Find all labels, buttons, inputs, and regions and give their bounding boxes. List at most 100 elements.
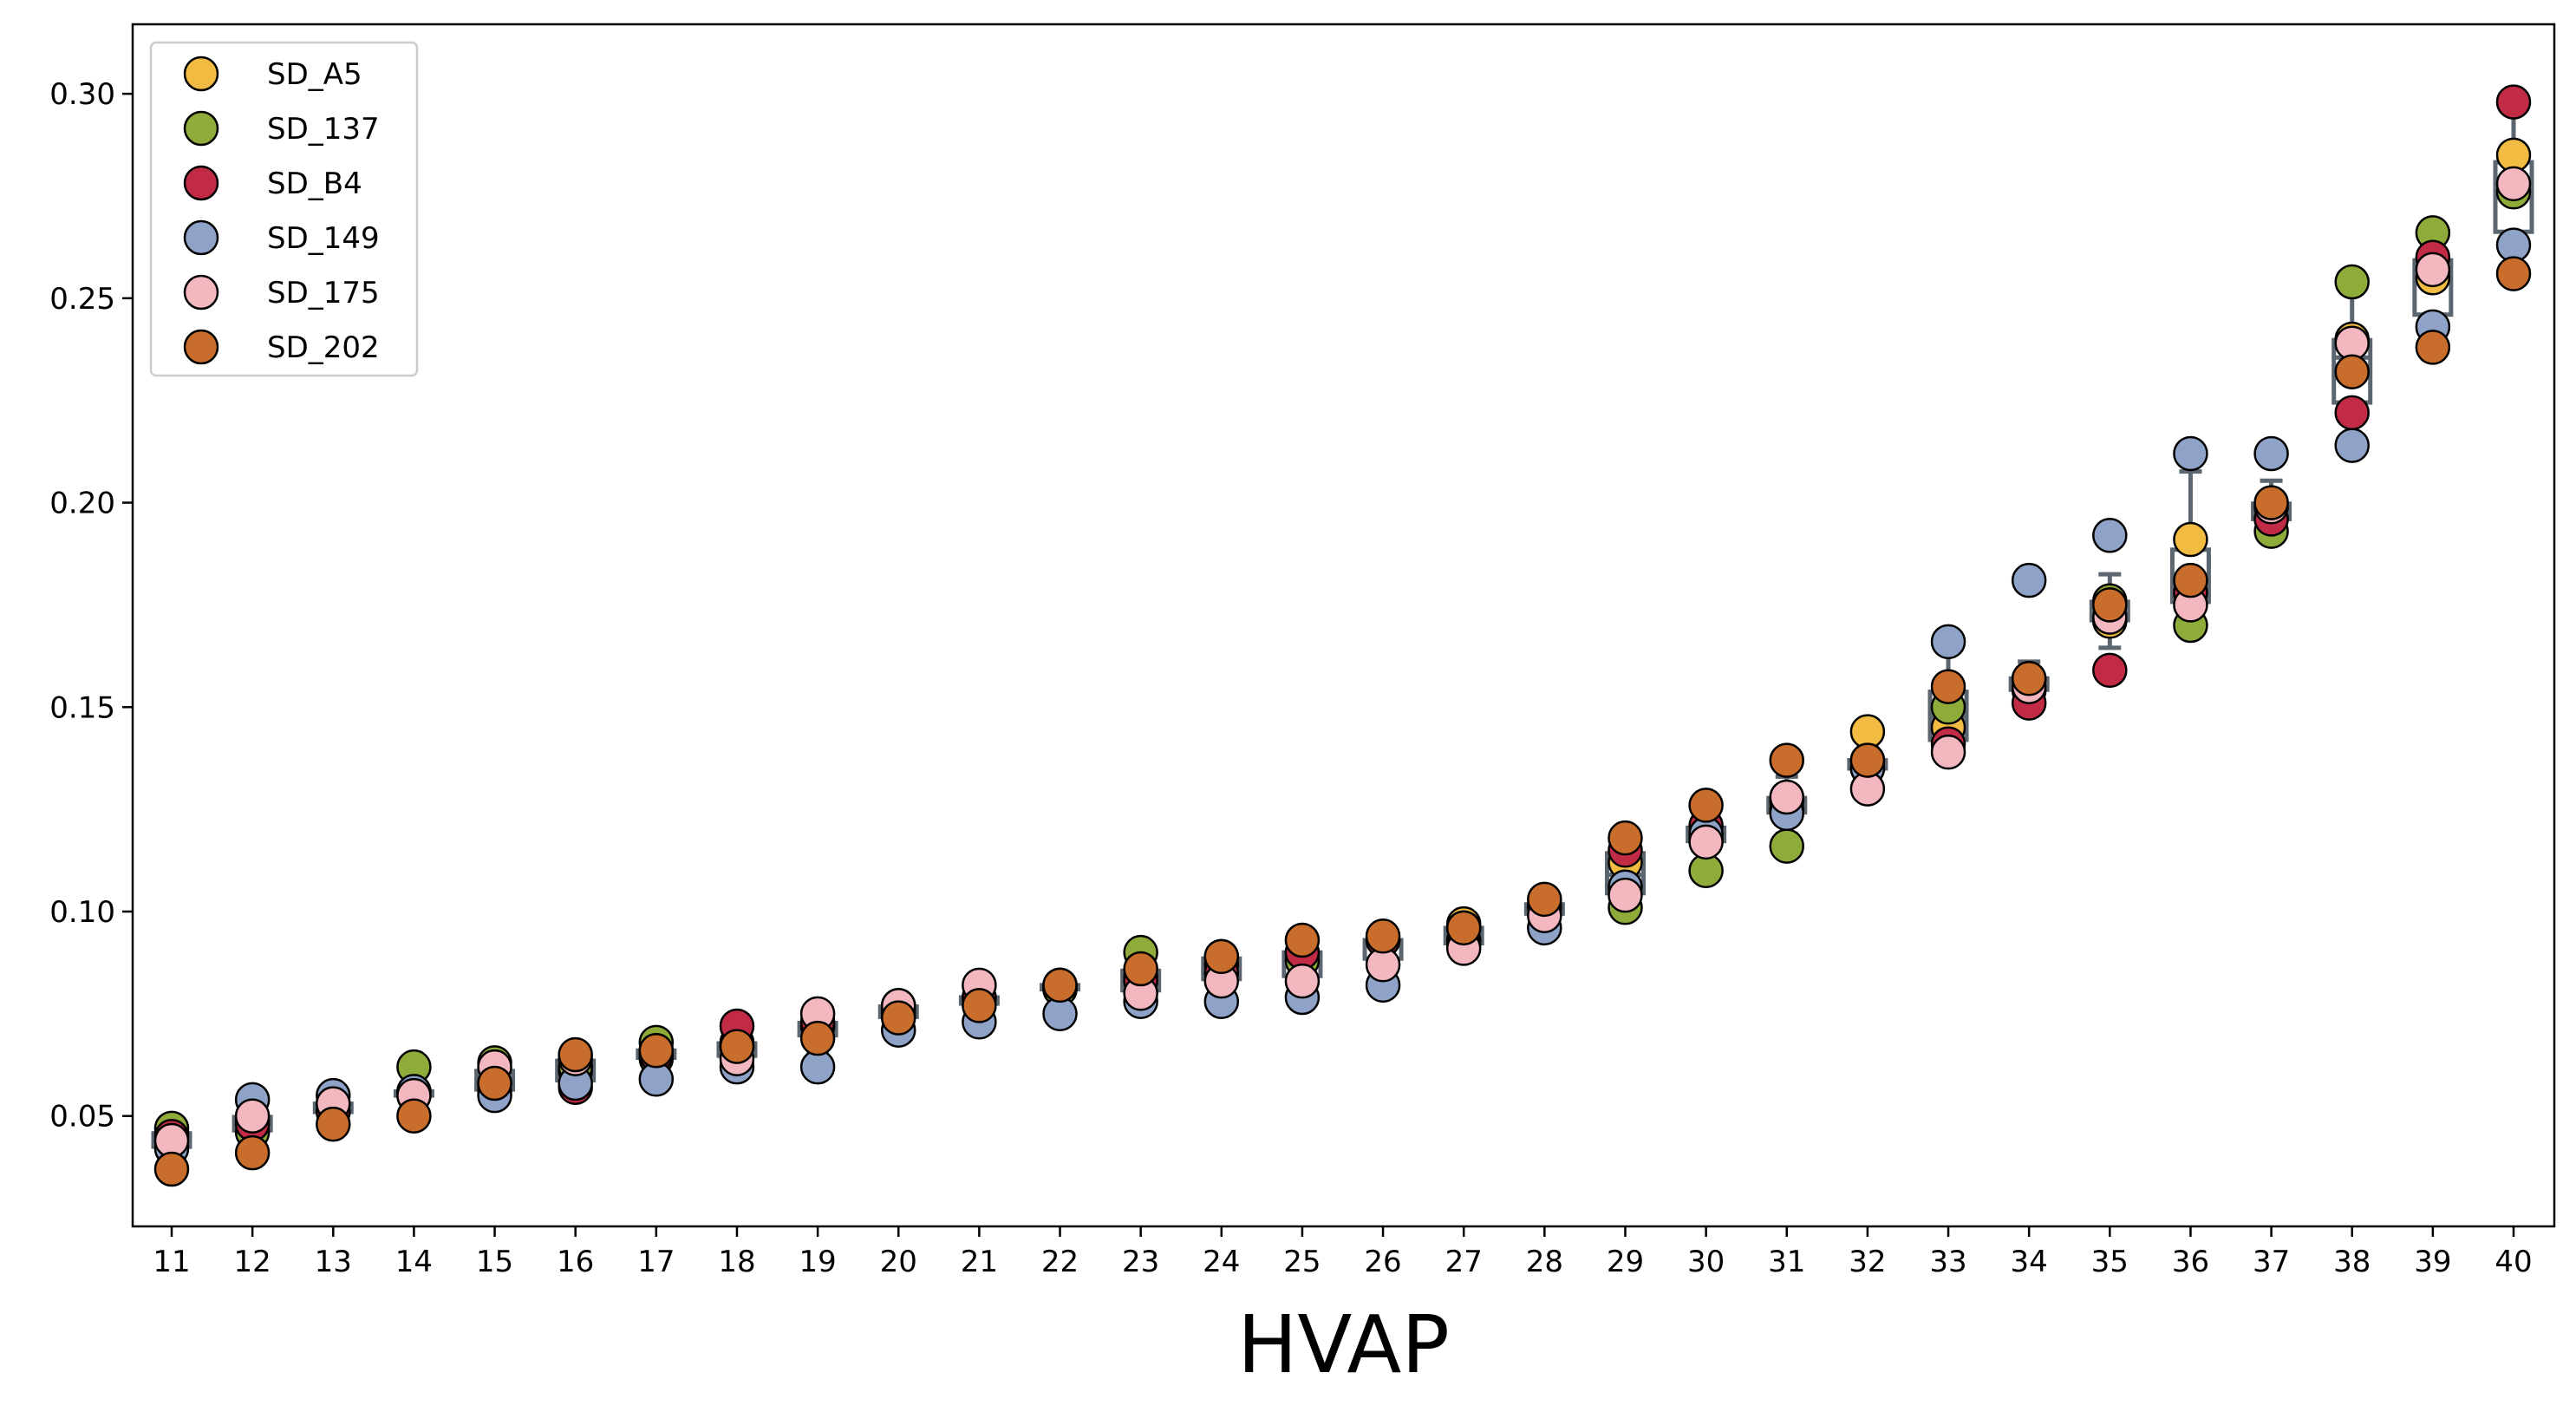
x-tick-label: 14: [395, 1245, 433, 1279]
data-point: [1849, 742, 1886, 778]
data-point: [1123, 951, 1158, 987]
data-point: [1688, 788, 1724, 823]
legend-item: SD_A5: [183, 56, 362, 92]
data-point: [638, 1033, 675, 1069]
data-point: [2415, 252, 2451, 288]
legend-label: SD_A5: [267, 57, 362, 92]
legend-marker: [183, 165, 219, 201]
data-point: [234, 1098, 271, 1134]
data-point: [719, 1029, 755, 1064]
x-tick-label: 18: [718, 1245, 755, 1279]
data-point: [2415, 330, 2451, 365]
data-point: [2092, 587, 2128, 623]
x-tick-label: 32: [1849, 1245, 1886, 1279]
series-SD_202: [153, 256, 2532, 1187]
data-point: [477, 1065, 512, 1101]
legend-item: SD_B4: [183, 165, 362, 201]
data-point: [880, 1000, 916, 1036]
x-tick-label: 36: [2172, 1245, 2209, 1279]
data-point: [234, 1134, 271, 1171]
y-tick-label: 0.10: [49, 895, 115, 930]
data-point: [2173, 521, 2208, 558]
data-point: [558, 1036, 593, 1073]
data-point: [2334, 428, 2370, 463]
data-point: [1769, 828, 1805, 864]
data-point: [1608, 877, 1643, 913]
x-tick-label: 20: [880, 1245, 917, 1279]
data-point: [1445, 910, 1482, 946]
x-tick-label: 12: [234, 1245, 271, 1279]
y-tick-label: 0.15: [49, 690, 115, 725]
x-tick-label: 28: [1526, 1245, 1563, 1279]
data-point: [2334, 395, 2370, 431]
data-point: [316, 1106, 351, 1142]
legend-label: SD_175: [267, 276, 380, 311]
data-point: [1930, 669, 1966, 704]
data-point: [2495, 166, 2532, 202]
x-tick-label: 26: [1364, 1245, 1401, 1279]
plot-frame: [131, 23, 2556, 1228]
x-tick-label: 13: [315, 1245, 352, 1279]
legend-marker: [183, 329, 219, 365]
y-tick-label: 0.05: [49, 1100, 115, 1134]
data-point: [2253, 485, 2289, 520]
legend-marker: [183, 274, 219, 311]
legend-marker: [183, 219, 219, 256]
data-point: [1527, 881, 1562, 918]
legend-label: SD_202: [267, 330, 380, 365]
legend-marker: [183, 56, 219, 92]
data-point: [2092, 652, 2128, 689]
data-point: [2092, 518, 2128, 553]
data-point: [2334, 354, 2370, 389]
data-point: [1042, 967, 1078, 1003]
x-tick-label: 11: [153, 1245, 190, 1279]
x-tick-label: 31: [1768, 1245, 1805, 1279]
x-axis: 11 12 13 14 15 16 17 18 19 20 21 22 23 24 25 26 27 28 29 30…: [153, 1226, 2533, 1279]
x-tick-label: 39: [2414, 1245, 2451, 1279]
data-point: [2495, 84, 2532, 120]
legend-item: SD_202: [183, 329, 380, 365]
legend-marker: [183, 110, 219, 147]
data-point: [1284, 963, 1321, 999]
data-point: [2495, 256, 2532, 291]
data-point: [1930, 624, 1966, 660]
y-tick-label: 0.25: [49, 282, 115, 317]
data-point: [153, 1151, 190, 1187]
data-points: [153, 84, 2532, 1187]
legend-item: SD_137: [183, 110, 380, 147]
x-tick-label: 38: [2333, 1245, 2371, 1279]
x-tick-label: 40: [2494, 1245, 2532, 1279]
x-tick-label: 19: [799, 1245, 836, 1279]
data-point: [1688, 824, 1724, 860]
data-point: [2011, 562, 2047, 598]
legend-label: SD_149: [267, 221, 380, 256]
data-point: [1284, 922, 1321, 958]
x-tick-label: 17: [637, 1245, 675, 1279]
legend-item: SD_149: [183, 219, 380, 256]
x-axis-label: HVAP: [1237, 1298, 1450, 1391]
data-point: [1930, 734, 1966, 770]
y-axis: 0.05 0.10 0.15 0.20 0.25 0.30: [49, 77, 133, 1134]
legend: SD_A5 SD_137 SD_B4 SD_149 SD_175 SD_202: [149, 41, 419, 377]
legend-label: SD_137: [267, 112, 380, 147]
x-tick-label: 16: [557, 1245, 594, 1279]
x-tick-label: 35: [2091, 1245, 2129, 1279]
x-tick-label: 29: [1607, 1245, 1644, 1279]
data-point: [962, 988, 997, 1023]
data-point: [1608, 820, 1643, 856]
legend-box: [149, 41, 419, 377]
data-point: [799, 1020, 836, 1056]
legend-label: SD_B4: [267, 167, 362, 201]
data-point: [1365, 918, 1401, 954]
x-tick-label: 21: [961, 1245, 998, 1279]
y-tick-label: 0.20: [49, 487, 115, 521]
data-point: [1769, 742, 1805, 778]
x-tick-label: 23: [1122, 1245, 1159, 1279]
data-point: [1203, 938, 1240, 975]
data-point: [2011, 661, 2047, 696]
y-tick-label: 0.30: [49, 77, 115, 112]
x-tick-label: 27: [1445, 1245, 1483, 1279]
x-tick-label: 30: [1687, 1245, 1725, 1279]
